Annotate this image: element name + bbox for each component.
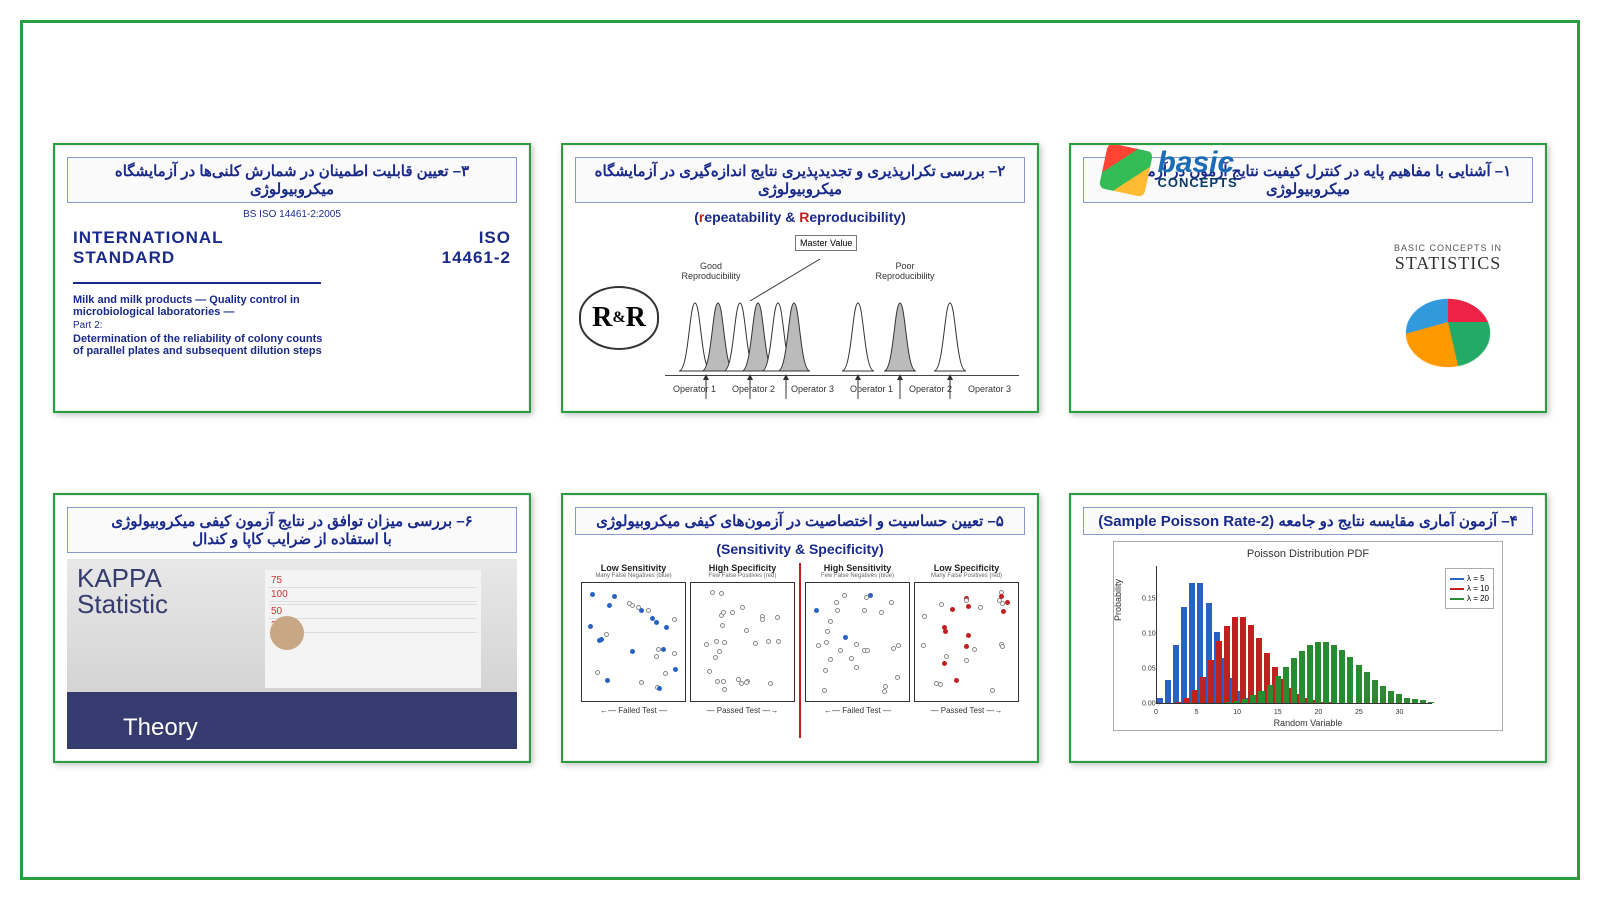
card-5-sens-spec: ۵– تعیین حساسیت و اختصاصیت در آزمون‌های … (561, 493, 1039, 763)
iso-iso: ISO (442, 228, 511, 248)
iso-num: 14461-2 (442, 248, 511, 268)
rr-axis (665, 375, 1019, 376)
rr-operators: Operator 1Operator 2Operator 3Operator 1… (665, 384, 1019, 394)
basic-b1: basic (1157, 151, 1237, 175)
iso-std: STANDARD (73, 248, 224, 268)
kappa-graphic: KAPPA Statistic 751005030 Theory (67, 559, 517, 749)
card-4-title: ۴– آزمون آماری مقایسه نتایج دو جامعه (2-… (1083, 507, 1533, 535)
card-5-title: ۵– تعیین حساسیت و اختصاصیت در آزمون‌های … (575, 507, 1025, 535)
card-5-subtitle: (Sensitivity & Specificity) (575, 541, 1025, 557)
ss-panels: Low SensitivityMany False Negatives (blu… (575, 563, 1025, 738)
kappa-l2: Statistic (77, 591, 168, 617)
rr-operator-label: Operator 1 (665, 384, 724, 394)
stats-graphic: BASIC CONCEPTS IN STATISTICS (1373, 243, 1523, 370)
rr-curves-svg (575, 231, 1025, 406)
poisson-xlabel: Random Variable (1114, 718, 1502, 728)
card-6-kappa: ۶– بررسی میزان توافق در نتایج آزمون کیفی… (53, 493, 531, 763)
card-grid: ۳– تعیین قابلیت اطمینان در شمارش کلنی‌ها… (53, 143, 1547, 763)
rr-diagram: R&R Master Value Good Reproducibility Po… (575, 231, 1025, 406)
card-4-poisson: ۴– آزمون آماری مقایسه نتایج دو جامعه (2-… (1069, 493, 1547, 763)
rr-operator-label: Operator 2 (724, 384, 783, 394)
pie-icon (1389, 299, 1507, 367)
card-3-iso: ۳– تعیین قابلیت اطمینان در شمارش کلنی‌ها… (53, 143, 531, 413)
rr-operator-label: Operator 1 (842, 384, 901, 394)
card-2-subtitle: (repeatability & Reproducibility) (575, 209, 1025, 225)
iso-divider (73, 282, 321, 284)
poisson-ylabel: Probability (1113, 579, 1123, 621)
kappa-l1: KAPPA (77, 565, 168, 591)
ss-panel: High SpecificityFew False Positives (red… (690, 563, 795, 738)
iso-part: Part 2: (67, 318, 517, 333)
ss-panel: High SensitivityFew False Negatives (blu… (805, 563, 910, 738)
poisson-chart-wrap: Poisson Distribution PDF Probability Ran… (1113, 541, 1503, 731)
ss-panel: Low SpecificityMany False Positives (red… (914, 563, 1019, 738)
iso-ref: BS ISO 14461-2:2005 (67, 209, 517, 220)
card-6-title: ۶– بررسی میزان توافق در نتایج آزمون کیفی… (67, 507, 517, 553)
basic-concepts-logo: basic CONCEPTS (1103, 147, 1238, 193)
card-2-rr: ۲– بررسی تکرارپذیری و تجدیدپذیری نتایج ا… (561, 143, 1039, 413)
iso-desc1: Milk and milk products — Quality control… (67, 294, 337, 318)
card-1-basic: ۱– آشنایی با مفاهیم پایه در کنترل کیفیت … (1069, 143, 1547, 413)
stats-t2: STATISTICS (1373, 253, 1523, 274)
stats-t1: BASIC CONCEPTS IN (1373, 243, 1523, 253)
iso-intl: INTERNATIONAL (73, 228, 224, 248)
slide-frame: ۳– تعیین قابلیت اطمینان در شمارش کلنی‌ها… (20, 20, 1580, 880)
rr-operator-label: Operator 3 (783, 384, 842, 394)
ss-panel: Low SensitivityMany False Negatives (blu… (581, 563, 686, 738)
card-2-title: ۲– بررسی تکرارپذیری و تجدیدپذیری نتایج ا… (575, 157, 1025, 203)
rr-operator-label: Operator 2 (901, 384, 960, 394)
card-3-title: ۳– تعیین قابلیت اطمینان در شمارش کلنی‌ها… (67, 157, 517, 203)
poisson-legend: λ = 5λ = 10λ = 20 (1445, 568, 1494, 609)
poisson-title: Poisson Distribution PDF (1120, 548, 1496, 560)
poisson-chart (1156, 566, 1432, 704)
person-icon (270, 616, 304, 650)
rr-operator-label: Operator 3 (960, 384, 1019, 394)
iso-desc2: Determination of the reliability of colo… (67, 333, 337, 357)
cube-icon (1099, 143, 1154, 197)
basic-b2: CONCEPTS (1157, 175, 1237, 190)
kappa-theory: Theory (67, 707, 517, 749)
iso-header: INTERNATIONAL STANDARD ISO 14461-2 (67, 228, 517, 268)
